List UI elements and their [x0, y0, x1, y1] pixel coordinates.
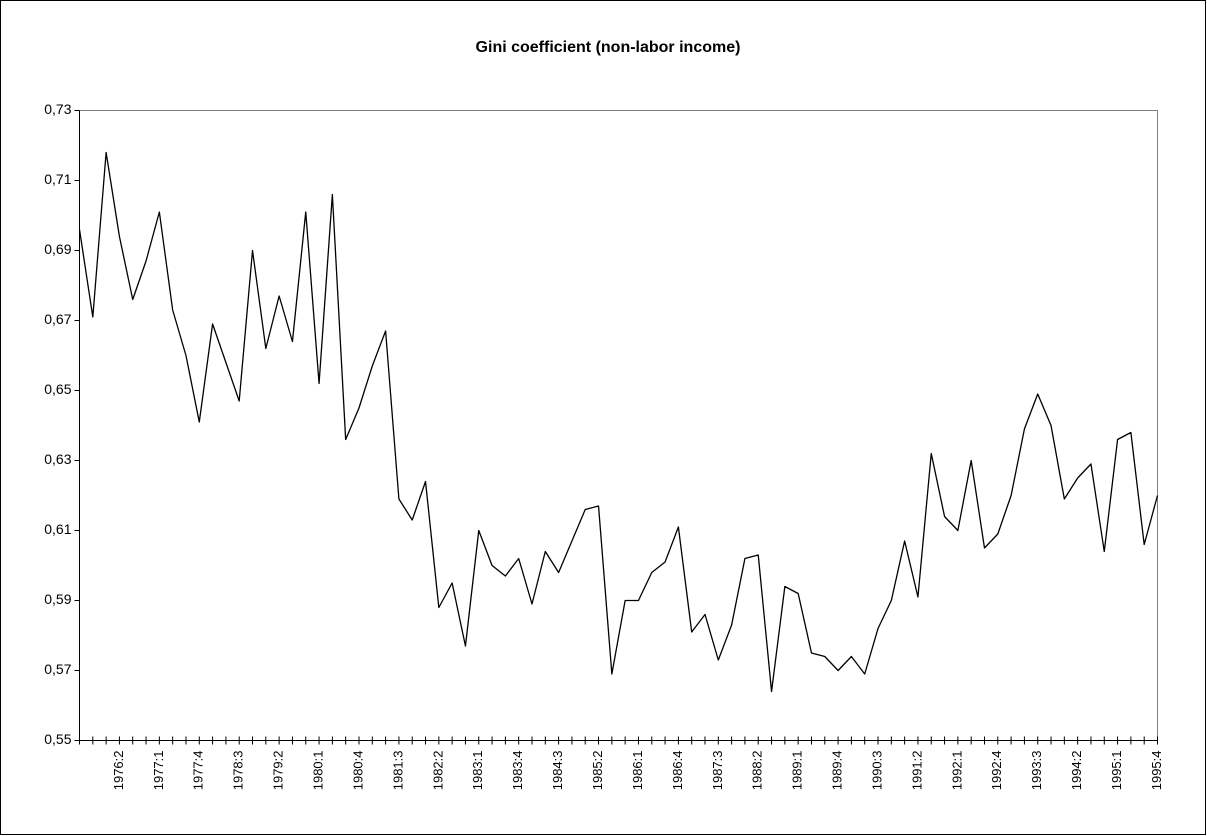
- x-tick-label: 1983:1: [470, 751, 485, 791]
- x-tick-label: 1991:2: [909, 751, 924, 791]
- x-tick-label: 1977:4: [191, 751, 206, 791]
- x-tick-label: 1986:1: [630, 751, 645, 791]
- y-tick-label: 0,63: [44, 451, 71, 467]
- x-tick-label: 1989:4: [830, 751, 845, 791]
- y-tick-label: 0,73: [44, 101, 71, 117]
- x-tick-label: 1979:2: [271, 751, 286, 791]
- y-tick-label: 0,55: [44, 731, 71, 747]
- y-tick-label: 0,67: [44, 311, 71, 327]
- y-tick-label: 0,61: [44, 521, 71, 537]
- x-tick-label: 1982:2: [430, 751, 445, 791]
- y-tick-label: 0,57: [44, 661, 71, 677]
- x-tick-label: 1984:3: [550, 751, 565, 791]
- x-tick-label: 1995:1: [1109, 751, 1124, 791]
- y-tick-label: 0,65: [44, 381, 71, 397]
- y-tick-label: 0,59: [44, 591, 71, 607]
- x-tick-label: 1994:2: [1069, 751, 1084, 791]
- x-tick-label: 1980:4: [350, 751, 365, 791]
- data-line: [78, 151, 1159, 693]
- x-tick-label: 1992:1: [949, 751, 964, 791]
- x-tick-label: 1985:2: [590, 751, 605, 791]
- x-tick-label: 1976:2: [111, 751, 126, 791]
- x-tick-label: 1988:2: [750, 751, 765, 791]
- x-tick-label: 1980:1: [310, 751, 325, 791]
- y-tick-label: 0,71: [44, 171, 71, 187]
- y-tick-label: 0,69: [44, 241, 71, 257]
- x-tick-label: 1981:3: [390, 751, 405, 791]
- x-tick-label: 1990:3: [869, 751, 884, 791]
- x-tick-label: 1983:4: [510, 751, 525, 791]
- x-tick-label: 1987:3: [710, 751, 725, 791]
- chart-title: Gini coefficient (non-labor income): [476, 39, 741, 56]
- x-tick-label: 1977:1: [151, 751, 166, 791]
- x-tick-label: 1992:4: [989, 751, 1004, 791]
- x-tick-label: 1989:1: [790, 751, 805, 791]
- x-tick-label: 1995:4: [1149, 751, 1164, 791]
- x-tick-label: 1978:3: [231, 751, 246, 791]
- x-tick-label: 1993:3: [1029, 751, 1044, 791]
- x-tick-label: 1986:4: [670, 751, 685, 791]
